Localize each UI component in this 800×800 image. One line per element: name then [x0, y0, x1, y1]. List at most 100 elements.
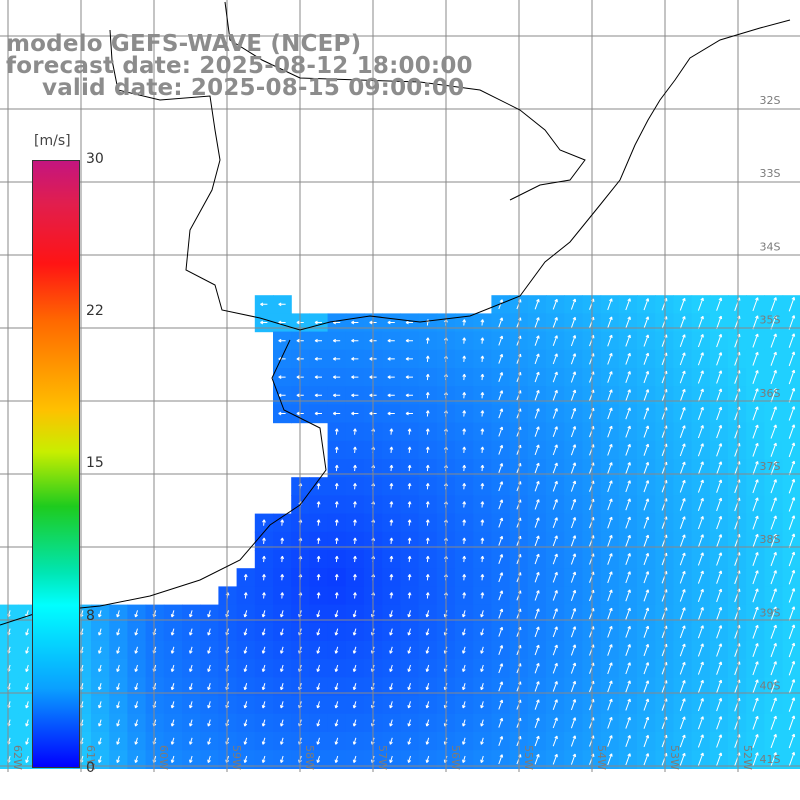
- wind-arrow: [752, 406, 759, 421]
- wind-arrow: [352, 610, 357, 618]
- wind-arrow: [425, 483, 430, 490]
- wind-arrow: [752, 661, 759, 676]
- latitude-label: 37S: [760, 460, 781, 473]
- wind-arrow: [643, 298, 650, 311]
- wind-arrow: [425, 701, 430, 709]
- wind-arrow: [425, 446, 430, 453]
- wind-arrow: [552, 353, 558, 365]
- wind-arrow: [625, 644, 631, 656]
- wind-arrow: [625, 425, 631, 438]
- wind-arrow: [314, 375, 322, 379]
- wind-arrow: [334, 555, 339, 563]
- wind-arrow: [462, 392, 467, 399]
- wind-arrow: [425, 519, 430, 526]
- wind-arrow: [462, 555, 467, 563]
- wind-arrow: [407, 664, 412, 672]
- wind-arrow: [716, 388, 723, 402]
- wind-arrow: [389, 719, 393, 727]
- wind-arrow: [570, 407, 577, 419]
- wind-arrow: [716, 443, 723, 457]
- wind-arrow: [353, 537, 357, 544]
- wind-arrow: [770, 315, 777, 330]
- wind-arrow: [552, 426, 558, 437]
- wind-arrow: [498, 681, 504, 692]
- wind-arrow: [425, 592, 430, 599]
- wind-arrow: [387, 320, 395, 325]
- wind-arrow: [552, 753, 558, 765]
- wind-arrow: [498, 754, 504, 765]
- wind-arrow: [552, 626, 558, 638]
- wind-arrow: [480, 537, 485, 544]
- wind-arrow: [534, 681, 540, 692]
- wind-arrow: [552, 335, 558, 346]
- wind-arrow: [570, 553, 577, 565]
- wind-arrow: [498, 736, 504, 746]
- wind-arrow: [389, 446, 394, 453]
- wind-arrow: [334, 464, 339, 472]
- wind-arrow: [752, 552, 759, 566]
- wind-arrow: [643, 643, 650, 657]
- wind-arrow: [462, 719, 466, 727]
- wind-arrow: [170, 755, 175, 763]
- wind-arrow: [534, 389, 540, 401]
- wind-arrow: [389, 628, 393, 636]
- latitude-label: 40S: [760, 680, 781, 693]
- wind-arrow: [679, 461, 686, 475]
- wind-arrow: [314, 320, 322, 325]
- wind-arrow: [389, 664, 393, 672]
- wind-arrow: [643, 407, 650, 420]
- wind-arrow: [498, 353, 504, 364]
- wind-arrow: [498, 426, 504, 437]
- wind-arrow: [679, 516, 686, 529]
- wind-arrow: [552, 408, 558, 419]
- wind-arrow: [98, 628, 102, 636]
- wind-arrow: [351, 375, 359, 379]
- wind-arrow: [716, 734, 723, 748]
- wind-arrow: [425, 337, 430, 344]
- wind-arrow: [462, 337, 467, 344]
- wind-arrow: [189, 719, 193, 727]
- latitude-label: 41S: [760, 753, 781, 766]
- wind-arrow: [498, 444, 504, 455]
- wind-arrow: [697, 516, 704, 530]
- wind-arrow: [625, 607, 631, 620]
- wind-arrow: [770, 697, 777, 712]
- wind-arrow: [679, 680, 686, 693]
- wind-arrow: [261, 701, 266, 709]
- wind-arrow: [716, 752, 723, 766]
- wind-arrow: [552, 662, 558, 674]
- wind-arrow: [316, 737, 321, 745]
- wind-arrow: [552, 499, 558, 510]
- wind-arrow: [480, 483, 485, 490]
- wind-arrow: [607, 462, 613, 474]
- wind-arrow: [116, 719, 120, 727]
- wind-arrow: [534, 735, 540, 747]
- wind-arrow: [752, 624, 759, 639]
- wind-arrow: [679, 443, 686, 457]
- wind-arrow: [643, 425, 650, 438]
- wind-arrow: [262, 592, 266, 599]
- wind-arrow: [788, 315, 796, 330]
- wind-arrow: [462, 319, 467, 326]
- wind-arrow: [425, 392, 430, 399]
- wind-arrow: [788, 551, 796, 567]
- wind-arrow: [770, 369, 777, 385]
- title-forecast-date: forecast date: 2025-08-12 18:00:00: [6, 53, 473, 79]
- wind-arrow: [607, 716, 613, 729]
- wind-arrow: [389, 646, 393, 654]
- wind-arrow: [389, 501, 394, 508]
- latitude-label: 35S: [760, 314, 781, 327]
- wind-arrow: [788, 733, 796, 749]
- wind-arrow: [788, 460, 796, 476]
- wind-arrow: [788, 406, 796, 421]
- wind-arrow: [788, 515, 796, 530]
- wind-arrow: [425, 537, 430, 544]
- wind-arrow: [280, 610, 284, 618]
- wind-arrow: [643, 370, 650, 384]
- wind-arrow: [387, 338, 395, 343]
- wind-arrow: [607, 480, 613, 493]
- longitude-label: 55W: [522, 745, 535, 770]
- wind-arrow: [462, 610, 466, 618]
- wind-arrows: [7, 296, 796, 767]
- wind-arrow: [607, 334, 613, 347]
